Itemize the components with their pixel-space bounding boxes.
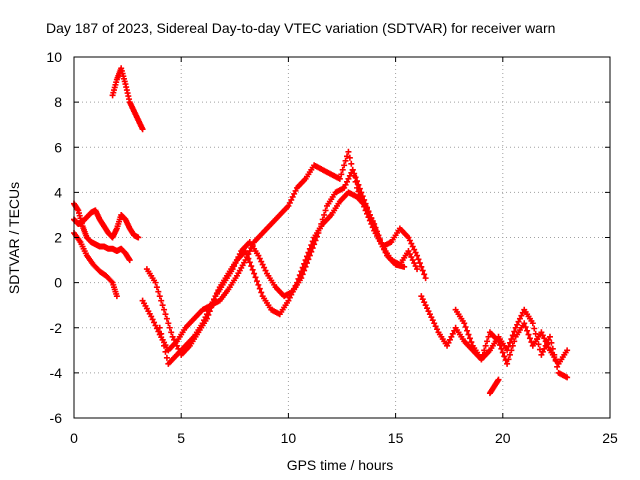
x-axis-label: GPS time / hours bbox=[287, 457, 394, 473]
axis-ticks: 0 5 10 15 20 25 -6 -4 -2 0 2 4 6 8 10 bbox=[46, 49, 618, 446]
data-point-marks bbox=[109, 65, 146, 133]
series-track-7 bbox=[156, 189, 421, 367]
x-tick-label: 10 bbox=[281, 430, 297, 446]
series-track-8 bbox=[418, 293, 571, 367]
y-tick-label: 4 bbox=[54, 184, 62, 200]
series-track-10 bbox=[486, 376, 502, 397]
y-tick-label: 10 bbox=[46, 49, 62, 65]
series-track-2 bbox=[71, 200, 133, 264]
x-tick-label: 5 bbox=[177, 430, 185, 446]
y-tick-label: 8 bbox=[54, 94, 62, 110]
data-layer bbox=[71, 65, 571, 397]
y-tick-label: -6 bbox=[50, 410, 63, 426]
x-tick-label: 20 bbox=[495, 430, 511, 446]
x-tick-label: 15 bbox=[388, 430, 404, 446]
y-tick-label: 0 bbox=[54, 275, 62, 291]
y-tick-label: 6 bbox=[54, 139, 62, 155]
x-tick-label: 25 bbox=[602, 430, 618, 446]
data-point-marks bbox=[156, 189, 421, 367]
series-track-4 bbox=[109, 65, 146, 133]
y-axis-label: SDTVAR / TECUs bbox=[6, 182, 22, 294]
data-point-marks bbox=[418, 293, 571, 367]
grid-lines bbox=[74, 57, 610, 418]
y-tick-label: -2 bbox=[50, 320, 63, 336]
data-point-marks bbox=[486, 376, 502, 397]
y-tick-label: -4 bbox=[50, 365, 63, 381]
data-point-marks bbox=[71, 200, 133, 264]
x-tick-label: 0 bbox=[70, 430, 78, 446]
series-track-9 bbox=[452, 306, 571, 381]
data-point-marks bbox=[452, 306, 571, 381]
y-tick-label: 2 bbox=[54, 230, 62, 246]
chart-title: Day 187 of 2023, Sidereal Day-to-day VTE… bbox=[46, 20, 555, 36]
